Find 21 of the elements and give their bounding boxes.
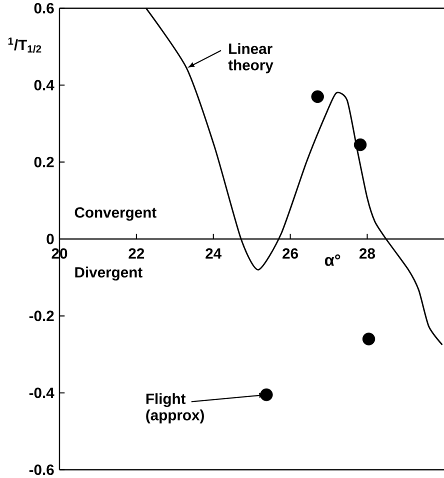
annotation: Flight (approx) — [146, 393, 204, 424]
y-tick-label: 0.6 — [34, 2, 54, 14]
x-tick-label: 28 — [359, 248, 375, 259]
x-tick-label: 26 — [282, 248, 298, 259]
y-tick-label: -0.2 — [29, 310, 54, 322]
annotation: Convergent — [74, 207, 156, 221]
point — [362, 332, 376, 346]
y-tick-label: -0.6 — [29, 464, 54, 476]
x-axis-title: α° — [324, 254, 340, 266]
y-axis-title: $^{1}$/T$_{1/2}$ — [8, 38, 42, 53]
point — [260, 388, 273, 402]
y-tick-label: 0 — [46, 234, 54, 244]
annotation: Linear theory — [228, 43, 274, 74]
y-tick-label: 0.4 — [34, 80, 54, 90]
y-tick-label: -0.4 — [29, 388, 54, 398]
x-tick-label: 24 — [206, 248, 222, 259]
point — [311, 90, 324, 104]
annotation: Divergent — [75, 266, 142, 281]
x-tick-label: 22 — [128, 248, 144, 259]
point — [354, 138, 367, 152]
y-tick-label: 0.2 — [34, 156, 54, 168]
